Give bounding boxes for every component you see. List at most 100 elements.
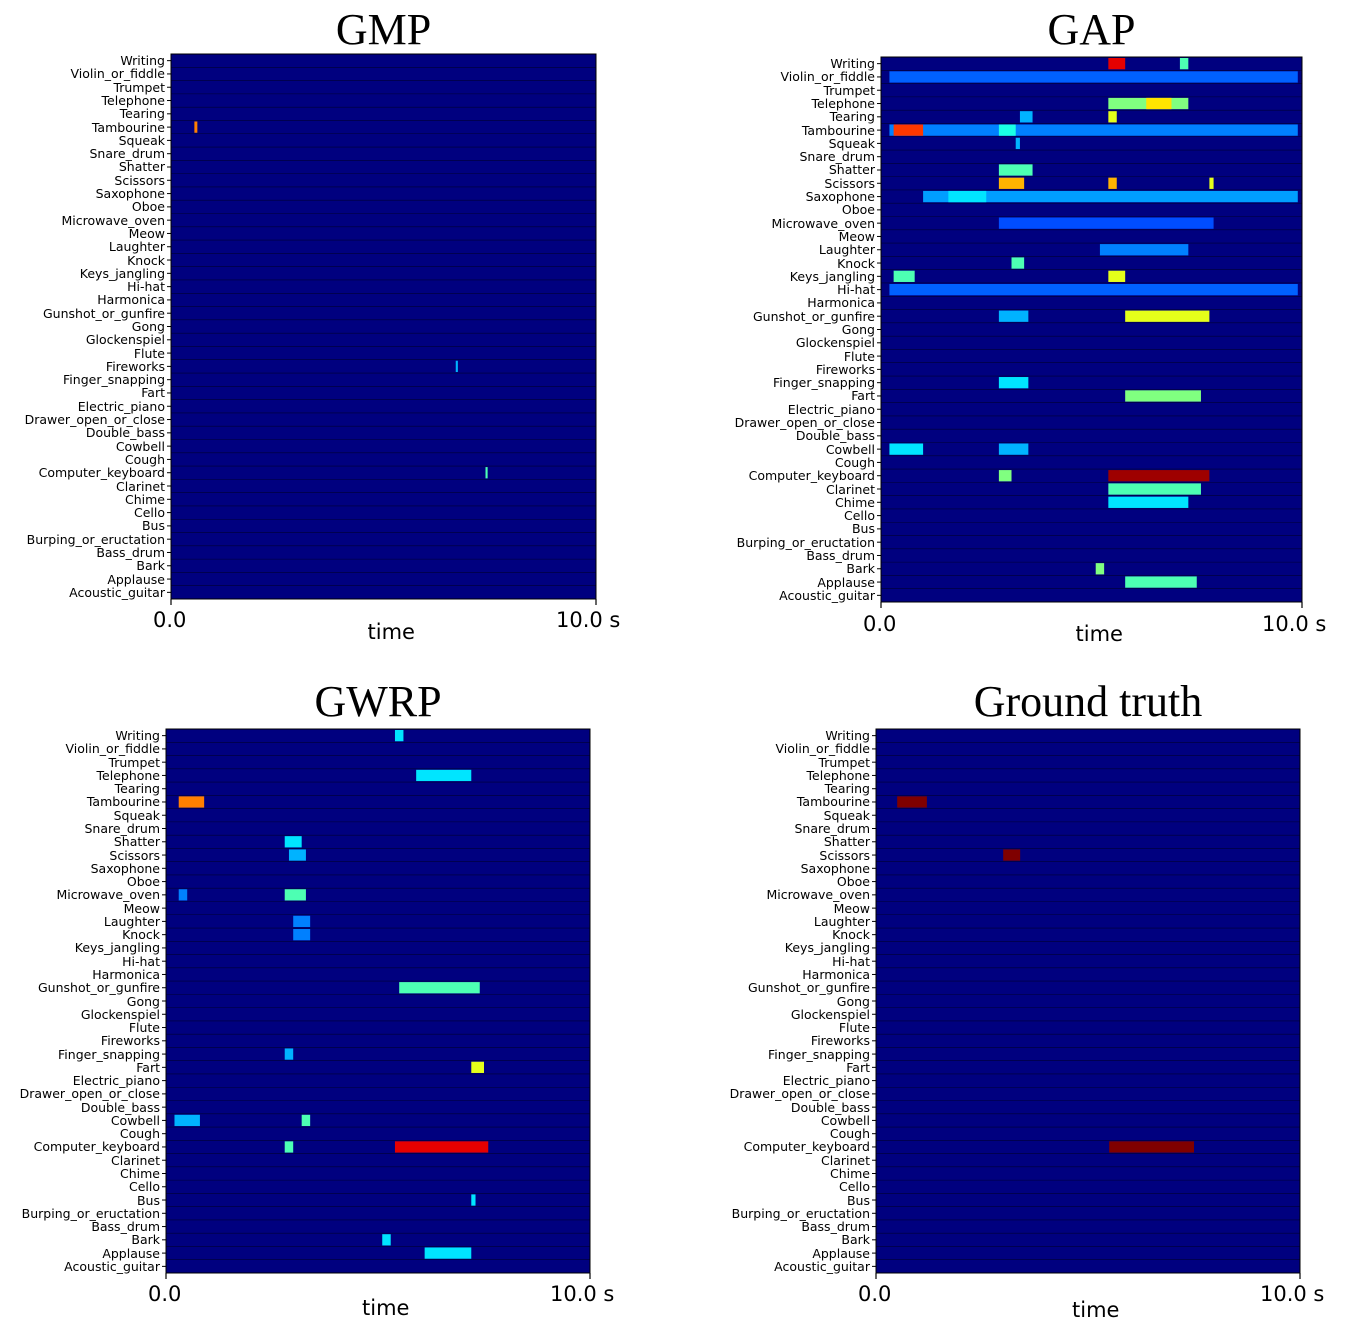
- chart-title: GMP: [335, 5, 432, 54]
- y-tick-label: Electric_piano: [72, 1073, 160, 1089]
- heatmap-cell: [284, 1048, 294, 1060]
- y-tick-label: Bus: [141, 518, 165, 534]
- heatmap-cell: [998, 177, 1025, 189]
- y-tick-label: Trumpet: [818, 754, 870, 770]
- x-tick-label-end: 10.0 s: [550, 1282, 615, 1306]
- x-tick-label-end: 10.0 s: [1262, 612, 1327, 636]
- y-tick-label: Harmonica: [807, 295, 875, 311]
- heatmap-background: [881, 57, 1302, 602]
- heatmap-cell: [178, 796, 205, 808]
- y-tick-label: Cough: [124, 451, 165, 467]
- heatmap-cell: [998, 443, 1029, 455]
- y-tick-label: Gunshot_or_gunfire: [37, 980, 160, 996]
- y-tick-label: Bark: [136, 558, 165, 574]
- y-tick-label: Glockenspiel: [80, 1006, 160, 1022]
- y-tick-label: Finger_snapping: [58, 1046, 160, 1062]
- panel-gwrp: GWRP Writing Violin_or_fiddle Trumpet Teleph…: [0, 666, 676, 1332]
- y-tick-label: Writing: [115, 728, 160, 744]
- y-tick-label: Cowbell: [820, 1112, 870, 1128]
- y-tick-label: Meow: [123, 900, 160, 916]
- y-tick-label: Flute: [133, 345, 165, 361]
- y-tick-label: Laughter: [813, 913, 870, 929]
- y-tick-label: Knock: [122, 927, 160, 943]
- y-tick-label: Applause: [107, 571, 165, 587]
- y-tick-label: Squeak: [823, 807, 870, 823]
- y-tick-label: Shatter: [113, 834, 160, 850]
- chart-title: GWRP: [314, 677, 442, 726]
- y-tick-label: Violin_or_fiddle: [780, 69, 875, 85]
- heatmap-cell: [889, 283, 1298, 296]
- y-tick-label: Clarinet: [826, 481, 875, 497]
- y-tick-label: Hi-hat: [122, 953, 160, 969]
- x-axis-label: time: [367, 620, 415, 644]
- y-tick-label: Harmonica: [802, 966, 870, 982]
- y-tick-label: Bus: [851, 521, 875, 537]
- heatmap-plot: [877, 56, 1303, 608]
- y-tick-label: Flute: [838, 1020, 870, 1036]
- y-tick-label: Trumpet: [108, 754, 160, 770]
- heatmap-cell: [293, 929, 311, 941]
- y-tick-label: Fart: [141, 385, 165, 401]
- y-tick-label: Violin_or_fiddle: [65, 741, 160, 757]
- heatmap-cell: [194, 121, 198, 133]
- y-tick-label: Trumpet: [113, 79, 165, 95]
- heatmap-cell: [394, 730, 404, 742]
- heatmap-cell: [1099, 244, 1189, 256]
- y-tick-label: Scissors: [819, 847, 870, 863]
- panel-ground-truth: Ground truth Writing Violin_or_fiddle Trump…: [676, 666, 1352, 1332]
- heatmap-cell: [284, 836, 302, 848]
- heatmap-cell: [301, 1114, 311, 1127]
- y-tick-label: Bark: [841, 1232, 870, 1248]
- y-tick-label: Tearing: [119, 106, 165, 122]
- y-tick-label: Burping_or_eructation: [731, 1205, 870, 1221]
- y-tick-label: Laughter: [103, 913, 160, 929]
- y-tick-label: Snare_drum: [89, 146, 166, 162]
- y-tick-label: Electric_piano: [782, 1073, 870, 1089]
- y-tick-label: Gong: [836, 993, 870, 1009]
- x-tick-label-start: 0.0: [148, 1282, 182, 1306]
- y-tick-label: Fart: [851, 388, 875, 404]
- y-tick-label: Squeak: [113, 807, 160, 823]
- panel-gap: GAP Writing Violin_or_fiddle Trumpet Telepho…: [676, 0, 1352, 666]
- y-tick-label: Gong: [841, 322, 875, 337]
- y-tick-label: Gunshot_or_gunfire: [42, 305, 165, 321]
- y-tick-label: Oboe: [836, 874, 870, 890]
- y-tick-label: Tambourine: [801, 122, 875, 138]
- y-tick-label: Applause: [817, 574, 875, 590]
- y-tick-label: Chime: [120, 1165, 160, 1181]
- y-tick-label: Shatter: [828, 162, 875, 178]
- y-tick-label: Gunshot_or_gunfire: [747, 980, 870, 996]
- y-tick-label: Meow: [128, 225, 165, 241]
- heatmap-cell: [998, 124, 1016, 136]
- heatmap-cell: [1108, 470, 1210, 482]
- heatmap-cell: [1019, 111, 1033, 123]
- heatmap-cell: [1108, 496, 1189, 508]
- y-tick-label: Shatter: [118, 159, 165, 175]
- heatmap-cell: [293, 915, 311, 928]
- y-tick-label: Gong: [126, 993, 160, 1009]
- heatmap-cell: [893, 124, 924, 136]
- y-tick-label: Acoustic_guitar: [774, 1258, 870, 1274]
- y-tick-label: Meow: [838, 228, 875, 244]
- y-tick-label: Chime: [835, 494, 875, 510]
- y-tick-label: Cello: [838, 1179, 870, 1195]
- y-tick-label: Knock: [127, 252, 165, 268]
- x-tick-label-start: 0.0: [863, 612, 897, 636]
- y-tick-label: Burping_or_eructation: [736, 534, 875, 550]
- y-tick-label: Clarinet: [111, 1152, 160, 1168]
- y-tick-label: Chime: [125, 491, 165, 507]
- heatmap-background: [171, 54, 596, 599]
- heatmap-cell: [1146, 97, 1172, 110]
- y-tick-label: Cello: [128, 1179, 160, 1195]
- y-tick-label: Telephone: [811, 96, 875, 112]
- y-tick-label: Computer_keyboard: [743, 1139, 870, 1155]
- y-tick-label: Saxophone: [805, 189, 875, 205]
- heatmap-cell: [1095, 563, 1105, 575]
- y-tick-label: Squeak: [828, 135, 875, 151]
- y-tick-label: Cello: [843, 508, 875, 524]
- y-tick-label: Electric_piano: [787, 401, 875, 417]
- y-tick-label: Laughter: [818, 242, 875, 258]
- y-tick-label: Oboe: [131, 199, 165, 215]
- heatmap-cell: [174, 1114, 200, 1127]
- y-tick-label: Bus: [136, 1192, 160, 1208]
